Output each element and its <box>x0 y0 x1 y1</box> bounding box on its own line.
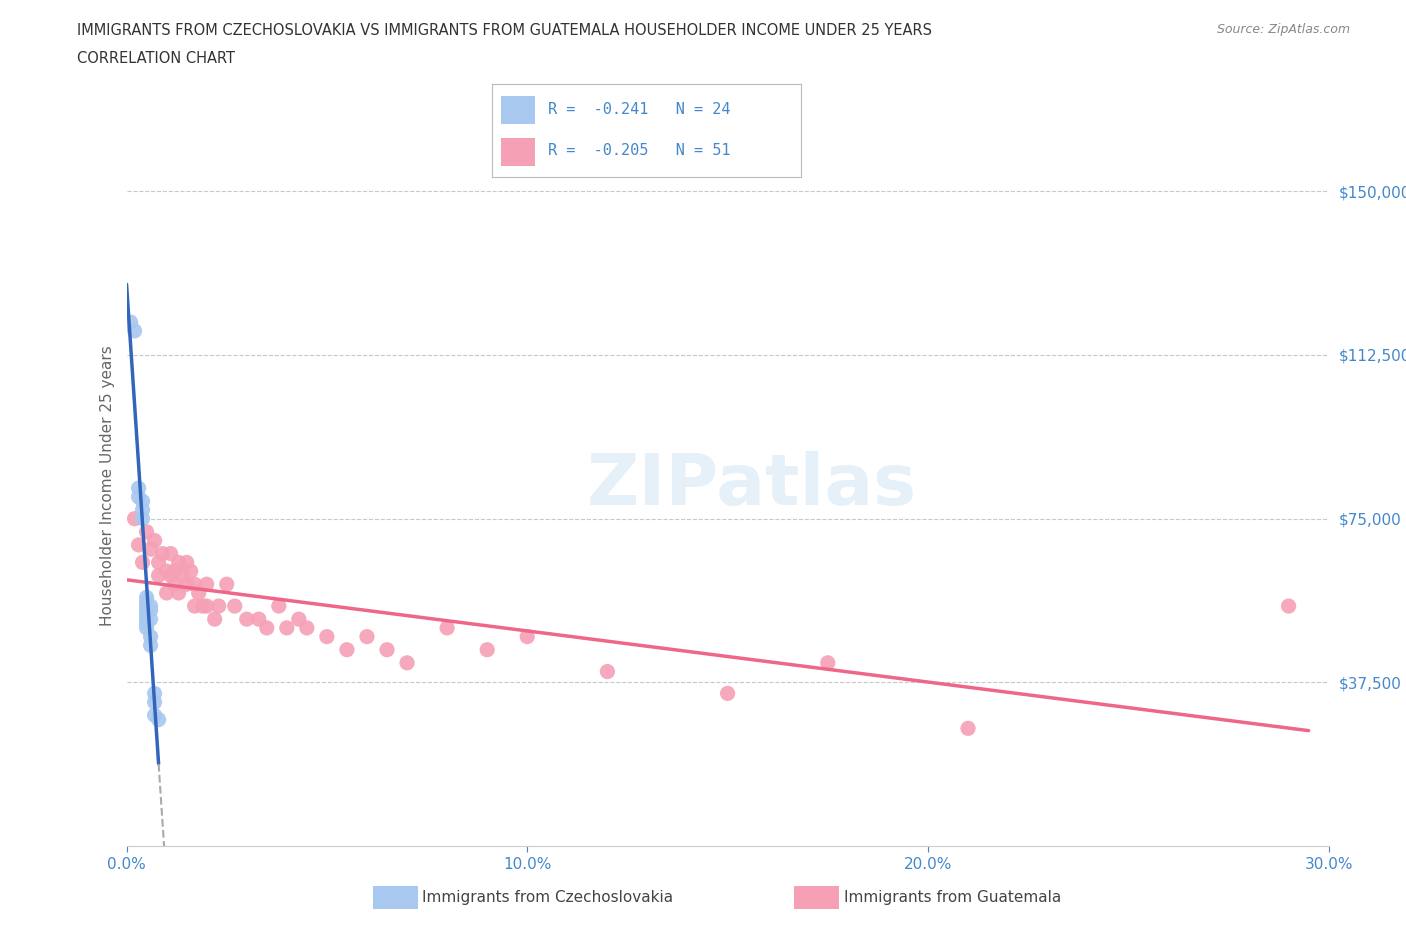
Text: R =  -0.241   N = 24: R = -0.241 N = 24 <box>548 102 730 117</box>
Point <box>135 607 157 622</box>
Point <box>124 324 146 339</box>
Point <box>256 620 278 635</box>
Point <box>143 686 166 701</box>
Point <box>276 620 298 635</box>
Point <box>155 564 177 578</box>
Point <box>139 630 162 644</box>
Point <box>131 512 153 526</box>
Point <box>295 620 318 635</box>
Point <box>396 656 419 671</box>
Point <box>148 555 170 570</box>
Point <box>148 712 170 727</box>
Point <box>120 314 142 329</box>
Point <box>208 599 231 614</box>
Text: IMMIGRANTS FROM CZECHOSLOVAKIA VS IMMIGRANTS FROM GUATEMALA HOUSEHOLDER INCOME U: IMMIGRANTS FROM CZECHOSLOVAKIA VS IMMIGR… <box>77 23 932 38</box>
Text: R =  -0.205   N = 51: R = -0.205 N = 51 <box>548 143 730 158</box>
Point <box>135 590 157 604</box>
Point <box>180 564 202 578</box>
Point <box>436 620 458 635</box>
Point <box>159 568 181 583</box>
Point <box>215 577 238 591</box>
Point <box>596 664 619 679</box>
Point <box>195 599 218 614</box>
Point <box>176 555 198 570</box>
Point <box>131 555 153 570</box>
Point <box>288 612 311 627</box>
Point <box>135 616 157 631</box>
Point <box>191 599 214 614</box>
Text: Immigrants from Czechoslovakia: Immigrants from Czechoslovakia <box>422 890 673 905</box>
Point <box>204 612 226 627</box>
Point <box>516 630 538 644</box>
Point <box>131 494 153 509</box>
Point <box>716 686 740 701</box>
Point <box>139 638 162 653</box>
Text: Source: ZipAtlas.com: Source: ZipAtlas.com <box>1216 23 1350 36</box>
Text: Immigrants from Guatemala: Immigrants from Guatemala <box>844 890 1062 905</box>
Point <box>128 489 150 504</box>
Point <box>135 599 157 614</box>
Point <box>1277 599 1299 614</box>
Point <box>356 630 378 644</box>
Point <box>152 546 174 561</box>
Point <box>195 577 218 591</box>
Point <box>143 533 166 548</box>
Point <box>817 656 839 671</box>
Point <box>159 546 181 561</box>
Point <box>143 708 166 723</box>
Point <box>183 599 205 614</box>
Point <box>167 555 190 570</box>
Point <box>315 630 337 644</box>
Point <box>956 721 979 736</box>
Bar <box>502 96 536 124</box>
Point <box>163 564 186 578</box>
Point <box>475 643 498 658</box>
Point <box>247 612 270 627</box>
Point <box>135 594 157 609</box>
Point <box>135 525 157 539</box>
Point <box>187 586 209 601</box>
Point <box>167 586 190 601</box>
Point <box>148 568 170 583</box>
Point <box>375 643 398 658</box>
Point <box>128 538 150 552</box>
Point <box>143 695 166 710</box>
Point <box>139 599 162 614</box>
Point <box>183 577 205 591</box>
Point <box>135 620 157 635</box>
Point <box>139 603 162 618</box>
Point <box>155 586 177 601</box>
Point <box>139 542 162 557</box>
Point <box>163 577 186 591</box>
Point <box>128 481 150 496</box>
Point <box>124 512 146 526</box>
Point <box>235 612 259 627</box>
Point <box>135 603 157 618</box>
Bar <box>502 138 536 166</box>
Point <box>176 577 198 591</box>
Y-axis label: Householder Income Under 25 years: Householder Income Under 25 years <box>100 346 115 626</box>
Point <box>131 502 153 517</box>
Text: ZIPatlas: ZIPatlas <box>586 451 917 521</box>
Point <box>172 568 194 583</box>
Point <box>267 599 290 614</box>
Text: CORRELATION CHART: CORRELATION CHART <box>77 51 235 66</box>
Point <box>224 599 246 614</box>
Point <box>336 643 359 658</box>
Point <box>135 612 157 627</box>
Point <box>139 612 162 627</box>
